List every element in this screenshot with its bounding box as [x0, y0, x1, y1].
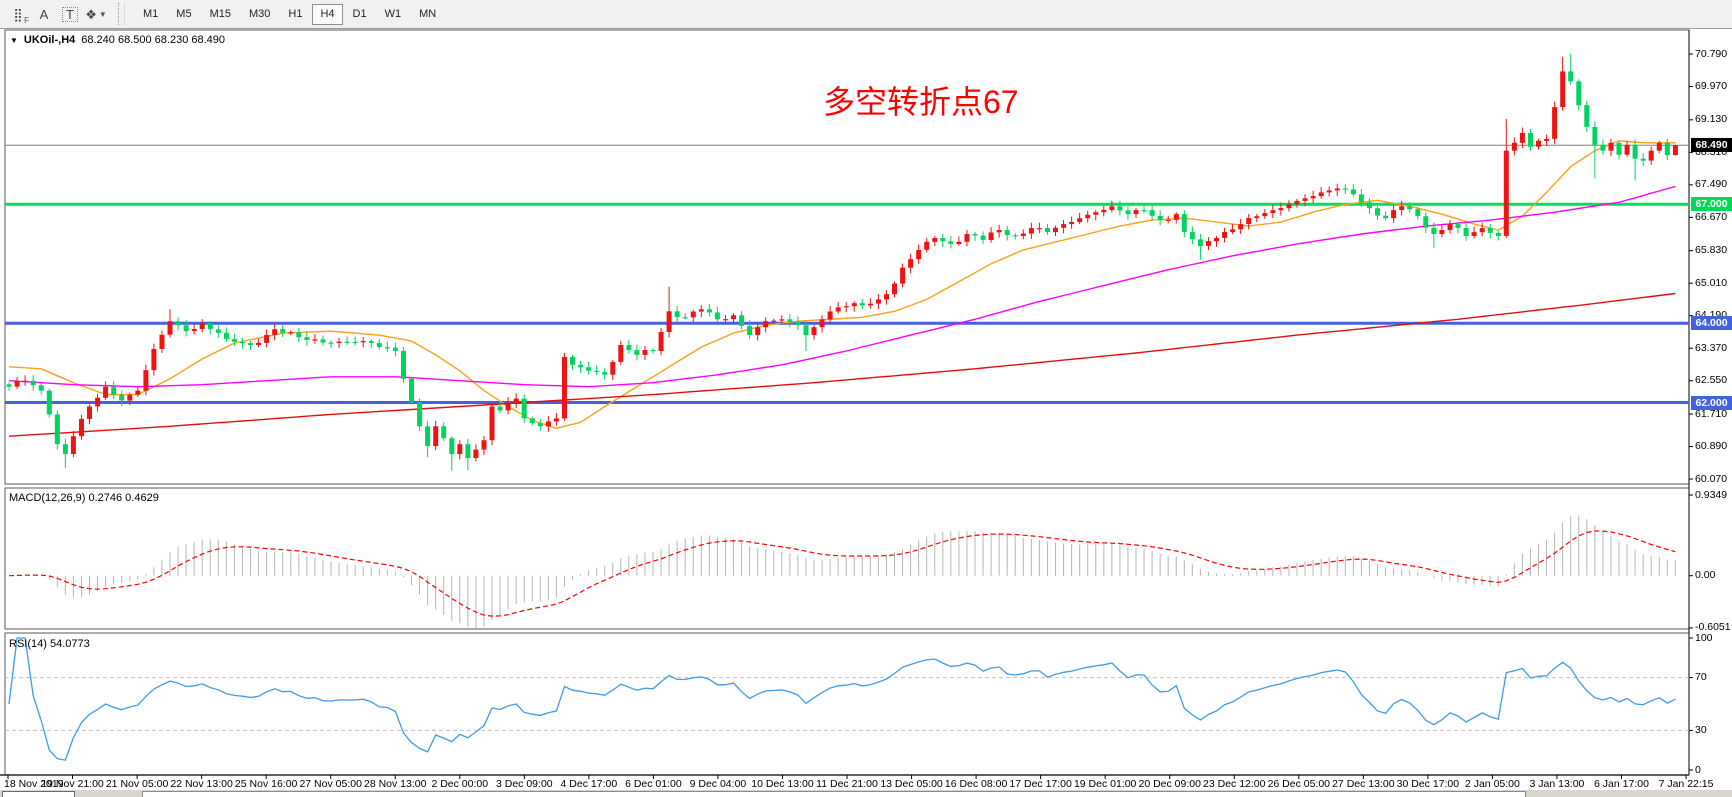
- price-axis-label: 62.550: [1695, 374, 1728, 387]
- price-axis-label: 60.070: [1695, 472, 1728, 485]
- drawing-tools-group: ⣿ F A T ❖ ▼: [0, 3, 114, 25]
- date-axis-label: 18 Nov 2019: [4, 778, 64, 790]
- dropdown-caret-icon[interactable]: ▼: [98, 9, 107, 19]
- macd-axis-label: 0.9349: [1695, 488, 1728, 501]
- price-axis-label: 61.710: [1695, 407, 1728, 420]
- toolbar: ⣿ F A T ❖ ▼ M1 M5 M15 M30 H1 H4 D1 W1 MN: [0, 0, 1732, 29]
- macd-indicator-label: MACD(12,26,9) 0.2746 0.4629: [9, 492, 159, 504]
- timeframe-button-MN[interactable]: MN: [411, 4, 444, 25]
- date-axis-label: 26 Dec 05:00: [1267, 778, 1331, 790]
- rsi-axis-label: 30: [1695, 723, 1707, 736]
- chart-dropdown-icon[interactable]: ▼: [10, 35, 18, 45]
- symbol-period-label: UKOil-,H4: [23, 34, 76, 46]
- timeframe-button-D1[interactable]: D1: [345, 4, 375, 25]
- candles: [6, 54, 1678, 471]
- price-axis-label: 66.670: [1695, 210, 1728, 223]
- dotted-grid-icon-glyph: ⣿: [13, 6, 23, 22]
- macd-panel[interactable]: [4, 487, 1690, 630]
- date-axis-label: 4 Dec 17:00: [560, 778, 618, 790]
- macd-axis-label: 0.00: [1695, 569, 1716, 582]
- timeframe-button-M15[interactable]: M15: [202, 4, 239, 25]
- price-tag-68.490: 68.490: [1691, 138, 1732, 153]
- rsi-axis-label: 100: [1695, 631, 1713, 644]
- mid-ma-line: [8, 185, 1676, 388]
- ohlc-values-label: 68.240 68.500 68.230 68.490: [81, 34, 226, 46]
- date-axis-label: 23 Dec 12:00: [1203, 778, 1266, 790]
- timeframe-group: M1 M5 M15 M30 H1 H4 D1 W1 MN: [129, 3, 450, 25]
- macd-signal-line: [8, 530, 1676, 617]
- date-axis-label: 2 Jan 05:00: [1464, 778, 1520, 790]
- timeframe-button-W1[interactable]: W1: [377, 4, 410, 25]
- slow-ma-line: [8, 292, 1676, 437]
- price-axis-label: 60.890: [1695, 440, 1728, 453]
- rsi-panel[interactable]: [4, 632, 1690, 776]
- date-axis-label: 25 Nov 16:00: [234, 778, 298, 790]
- price-tag-64.000: 64.000: [1691, 316, 1732, 331]
- toolbar-separator: [118, 3, 125, 25]
- date-axis-label: 22 Nov 13:00: [170, 778, 233, 790]
- timeframe-button-M5[interactable]: M5: [168, 4, 199, 25]
- date-axis-label: 13 Dec 05:00: [880, 778, 943, 790]
- price-axis-label: 63.370: [1695, 341, 1728, 354]
- bottom-tab-strip: [0, 790, 1732, 797]
- date-axis-label: 16 Dec 08:00: [944, 778, 1008, 790]
- rsi-axis-label: 0: [1695, 763, 1701, 776]
- macd-axis-label: -0.6051: [1695, 621, 1731, 634]
- date-axis-label: 10 Dec 13:00: [751, 778, 814, 790]
- date-axis-label: 6 Dec 01:00: [625, 778, 682, 790]
- price-axis-label: 67.490: [1695, 178, 1728, 191]
- bottom-tab[interactable]: [2, 791, 75, 797]
- macd-histogram: [16, 515, 1676, 628]
- date-axis-label: 11 Dec 21:00: [816, 778, 878, 790]
- date-axis-label: 28 Nov 13:00: [364, 778, 427, 790]
- price-axis-label: 70.790: [1695, 47, 1728, 60]
- arrange-objects-icon-glyph: ❖: [85, 6, 97, 22]
- date-axis-label: 19 Dec 01:00: [1073, 778, 1137, 790]
- text-box-icon[interactable]: T: [58, 3, 82, 25]
- price-tag-62.000: 62.000: [1691, 395, 1732, 410]
- rsi-axis-label: 70: [1695, 671, 1707, 684]
- rsi-line: [8, 637, 1676, 761]
- date-axis-label: 27 Nov 05:00: [299, 778, 362, 790]
- text-a-icon-glyph: A: [39, 6, 49, 22]
- date-axis-label: 2 Dec 00:00: [431, 778, 489, 790]
- date-axis-label: 19 Nov 21:00: [41, 778, 104, 790]
- date-axis-label: 21 Nov 05:00: [105, 778, 169, 790]
- date-axis-label: 6 Jan 17:00: [1594, 778, 1649, 790]
- date-axis-label: 17 Dec 17:00: [1009, 778, 1072, 790]
- date-axis-label: 3 Dec 09:00: [496, 778, 553, 790]
- date-axis-label: 30 Dec 17:00: [1396, 778, 1460, 790]
- date-axis-label: 3 Jan 13:00: [1529, 778, 1585, 790]
- date-axis-label: 27 Dec 13:00: [1332, 778, 1395, 790]
- dotted-grid-icon[interactable]: ⣿ F: [13, 6, 29, 26]
- bottom-panel[interactable]: [142, 791, 1526, 797]
- timeframe-button-H4[interactable]: H4: [312, 3, 343, 25]
- annotation-text: 多空转折点67: [823, 84, 1019, 120]
- chart-header: ▼ UKOil-,H4 68.240 68.500 68.230 68.490: [10, 34, 225, 46]
- text-box-icon-glyph: T: [62, 6, 78, 22]
- date-axis-label: 7 Jan 22:15: [1658, 778, 1714, 790]
- price-axis-label: 65.010: [1695, 276, 1728, 289]
- date-axis-label: 20 Dec 09:00: [1138, 778, 1201, 790]
- timeframe-button-H1[interactable]: H1: [280, 4, 310, 25]
- timeframe-button-M1[interactable]: M1: [135, 4, 166, 25]
- price-axis-label: 65.830: [1695, 244, 1728, 257]
- timeframe-button-M30[interactable]: M30: [241, 4, 278, 25]
- rsi-indicator-label: RSI(14) 54.0773: [9, 638, 90, 650]
- price-tag-67.000: 67.000: [1691, 197, 1732, 212]
- fast-ma-line: [8, 140, 1676, 430]
- arrange-objects-icon[interactable]: ❖ ▼: [84, 3, 108, 25]
- text-a-icon[interactable]: A: [32, 3, 56, 25]
- date-axis-label: 9 Dec 04:00: [689, 778, 747, 790]
- price-axis-label: 69.130: [1695, 113, 1728, 126]
- price-axis-label: 69.970: [1695, 80, 1728, 92]
